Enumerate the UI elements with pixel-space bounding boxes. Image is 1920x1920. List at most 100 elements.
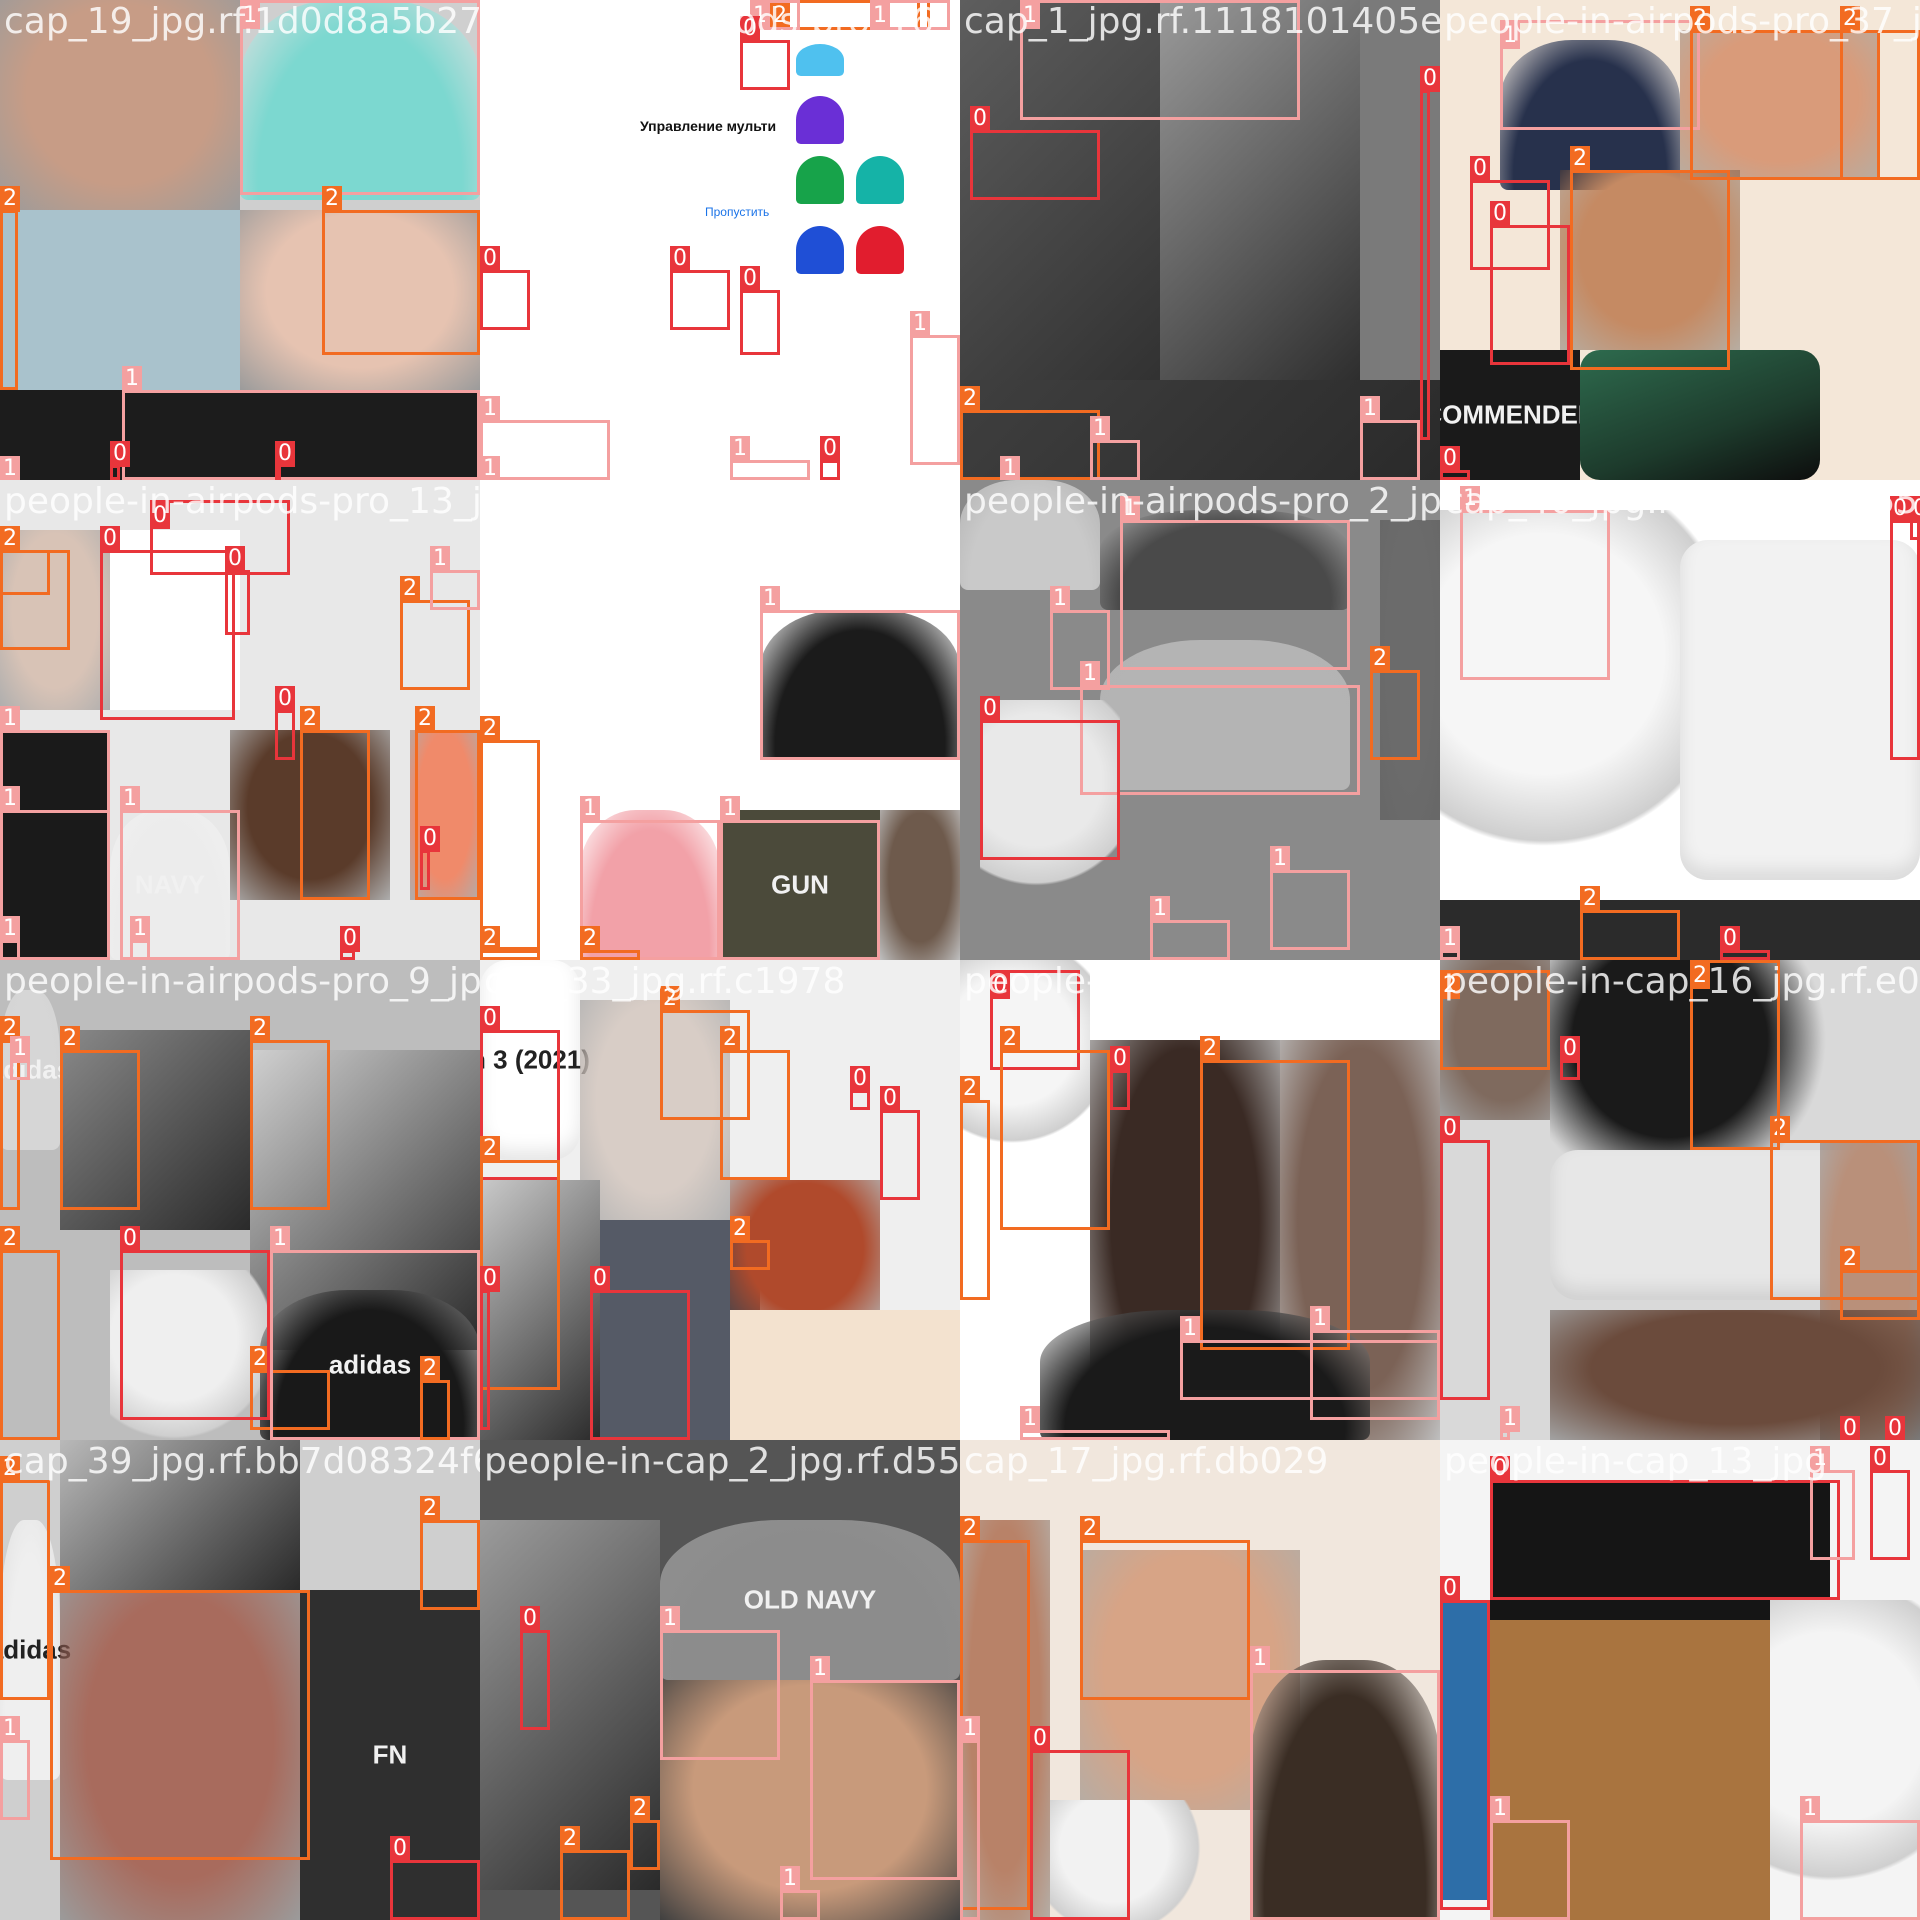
bounding-box-airpods: 0 (390, 1836, 480, 1920)
class-id-tag: 0 (1890, 496, 1910, 522)
class-id-tag: 2 (1200, 1036, 1220, 1062)
class-id-tag: 0 (150, 503, 170, 529)
class-id-tag: 1 (0, 1716, 20, 1742)
photo-backdrop (730, 1310, 960, 1440)
class-id-tag: 2 (0, 526, 20, 552)
class-id-tag: 0 (275, 441, 295, 467)
bounding-box-airpods: 0 (1490, 1456, 1840, 1600)
bounding-box-face: 2 (720, 1026, 790, 1180)
bounding-box-airpods: 0 (1030, 1726, 1130, 1920)
bounding-box-airpods: 0 (480, 246, 530, 330)
bounding-box-cap: 1 (760, 586, 960, 760)
photo-cap (580, 810, 720, 960)
bounding-box-cap: 1 (1500, 20, 1700, 130)
class-id-tag: 0 (520, 1606, 540, 1632)
bounding-box-airpods: 0 (520, 1606, 550, 1730)
bounding-box-cap: 1 (1490, 1796, 1570, 1920)
class-id-tag: 1 (0, 706, 20, 732)
class-id-tag: 2 (480, 716, 500, 742)
class-id-tag: 0 (880, 1086, 900, 1112)
bounding-box-face: 2 (560, 1826, 630, 1920)
class-id-tag: 1 (120, 786, 140, 812)
class-id-tag: 0 (275, 686, 295, 712)
bounding-box-face: 2 (480, 926, 540, 960)
photo-cap-swatch (796, 96, 844, 144)
mosaic-tile: cap_19_jpg.rf.1d0d8a5b2787845a3e0d122110… (0, 0, 480, 480)
bounding-box-cap: 1 (910, 311, 960, 465)
bounding-box-face: 2 (0, 526, 50, 595)
class-id-tag: 1 (960, 1716, 980, 1742)
class-id-tag: 2 (1370, 646, 1390, 672)
photo-fabric (0, 390, 480, 480)
class-id-tag: 1 (270, 1226, 290, 1252)
bounding-box-face: 2 (0, 186, 20, 390)
class-id-tag: 0 (1030, 1726, 1050, 1752)
bounding-box-face: 2 (0, 1456, 50, 1700)
class-id-tag: 1 (130, 916, 150, 942)
bounding-box-cap: 1 (1090, 416, 1140, 480)
bounding-box-face: 2 (960, 386, 1100, 480)
photo-skin (730, 1180, 880, 1330)
class-id-tag: 1 (1000, 456, 1020, 480)
photo-backdrop (1440, 1600, 1490, 1900)
photo-cap: OLD NAVY (660, 1520, 960, 1680)
class-id-tag: 1 (1360, 396, 1380, 422)
class-id-tag: 1 (1490, 1796, 1510, 1822)
bounding-box-cap: 1 (122, 366, 480, 480)
class-id-tag: 2 (480, 1136, 500, 1162)
class-id-tag: 2 (1570, 146, 1590, 172)
bounding-box-airpods: 0 (970, 106, 1100, 200)
tile-filename-label: people-in-cap_2_jpg.rf.d559 (484, 1441, 960, 1482)
mosaic-tile: people-in-cap_13_jpg 0 0 1 1 1 0 (1440, 1440, 1920, 1920)
bounding-box-face: 2 (1370, 646, 1420, 760)
class-id-tag: 1 (1150, 896, 1170, 922)
photo-cap-swatch (796, 226, 844, 274)
class-id-tag: 2 (560, 1826, 580, 1852)
photo-earbud (1550, 960, 1850, 1160)
class-id-tag: 1 (660, 1606, 680, 1632)
bounding-box-airpods: 0 (1440, 1576, 1490, 1910)
bounding-box-cap: 1 (1460, 486, 1610, 680)
class-id-tag: 1 (10, 1036, 30, 1062)
class-id-tag: 1 (430, 546, 450, 572)
bounding-box-cap: 1 (1250, 1646, 1440, 1920)
bounding-box-airpods: 0 (1420, 66, 1440, 440)
class-id-tag: 0 (990, 973, 1010, 999)
class-id-tag: 0 (225, 546, 245, 572)
class-id-tag: 0 (390, 1836, 410, 1862)
photo-earbud (1770, 1600, 1920, 1920)
photo-skin (0, 0, 240, 210)
bounding-box-cap: 1 (1020, 0, 1300, 120)
photo-skin (240, 210, 480, 390)
bounding-box-cap: 1 (1500, 1406, 1520, 1440)
bounding-box-face: 2 (50, 1566, 310, 1860)
class-id-tag: 2 (660, 986, 680, 1012)
bounding-box-airpods: 0 (850, 1066, 870, 1110)
class-id-tag: 2 (1840, 1246, 1860, 1272)
class-id-tag: 2 (0, 1016, 20, 1042)
class-id-tag: 2 (770, 3, 790, 29)
class-id-tag: 0 (1885, 1416, 1905, 1440)
mosaic-tile: cap_1_jpg.rf.1118101405e921002111 (960, 0, 1440, 480)
photo-cap (1500, 40, 1680, 190)
bounding-box-airpods: 0 (1560, 1036, 1580, 1080)
bounding-box-cap: 1 (1810, 1446, 1855, 1560)
photo-grayscale (60, 1440, 300, 1590)
bounding-box-face: 2 (480, 716, 540, 950)
class-id-tag: 2 (480, 926, 500, 952)
class-id-tag: 1 (1270, 846, 1290, 872)
photo-fabric (1490, 1480, 1830, 1620)
photo-caption: n 3 (2021) (480, 1044, 590, 1075)
bounding-box-airpods: 0 (420, 826, 440, 890)
bounding-box-face: 2 (1690, 960, 1780, 1150)
photo-caption: FN (372, 1739, 408, 1770)
phone-screen-title: Управление мульти (640, 118, 777, 134)
bounding-box-cap: 1 (580, 796, 720, 960)
class-id-tag: 2 (322, 186, 342, 212)
bounding-box-cap: 1 (1440, 926, 1460, 960)
bounding-box-cap: 1 (1150, 896, 1230, 960)
photo-earbud (980, 700, 1120, 900)
photo-cap (960, 480, 1100, 590)
class-id-tag: 1 (0, 456, 20, 480)
bounding-box-face: 2 (730, 1216, 770, 1270)
